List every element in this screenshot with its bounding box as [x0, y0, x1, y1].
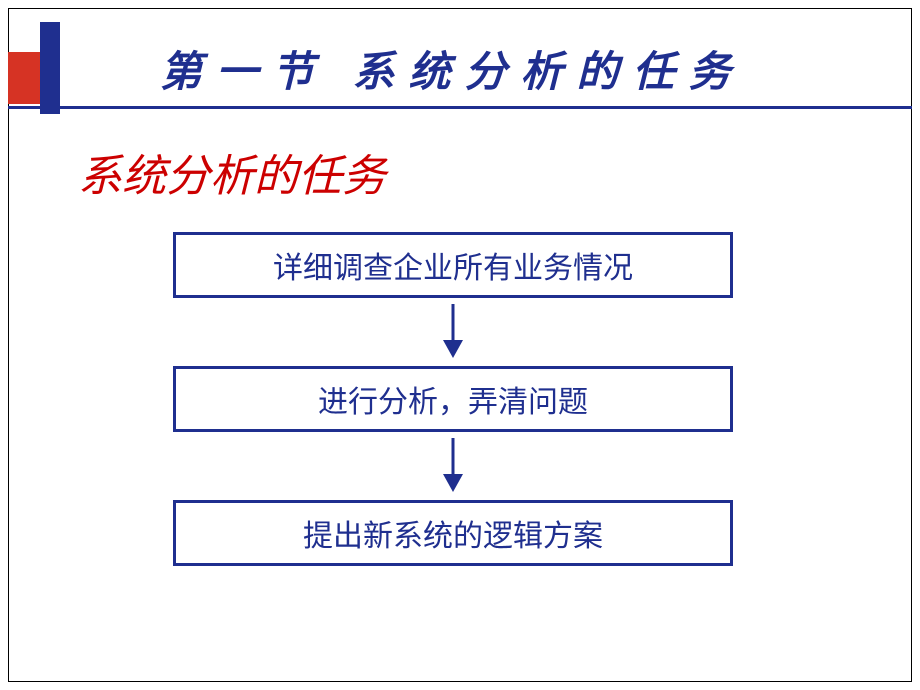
flow-node-2: 进行分析，弄清问题 — [173, 366, 733, 432]
flow-arrow-2 — [451, 438, 455, 490]
header-divider-line — [8, 106, 912, 109]
flow-arrow-1 — [451, 304, 455, 356]
flow-node-3: 提出新系统的逻辑方案 — [173, 500, 733, 566]
arrow-head-icon — [443, 474, 463, 492]
header-accent-red — [8, 52, 40, 104]
section-heading: 系统分析的任务 — [78, 140, 386, 204]
flowchart: 详细调查企业所有业务情况 进行分析，弄清问题 提出新系统的逻辑方案 — [168, 232, 738, 566]
flow-node-1: 详细调查企业所有业务情况 — [173, 232, 733, 298]
header-accent-blue — [40, 22, 60, 114]
arrow-head-icon — [443, 340, 463, 358]
slide-title: 第一节 系统分析的任务 — [160, 38, 745, 99]
